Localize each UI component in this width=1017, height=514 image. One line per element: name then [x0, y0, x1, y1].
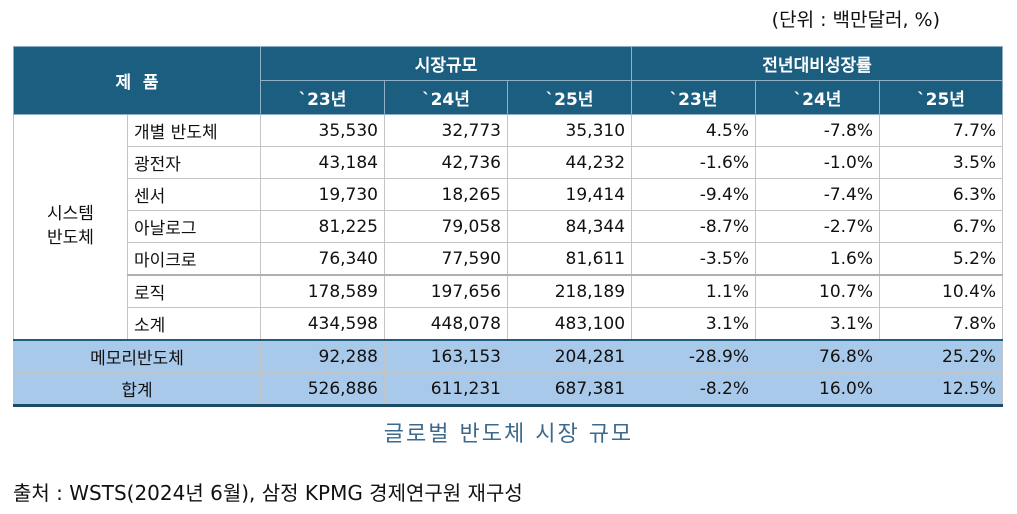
market-size-cell: 19,730	[260, 178, 385, 211]
growth-cell: 3.1%	[755, 307, 881, 341]
market-size-cell: 42,736	[384, 146, 508, 179]
market-size-cell: 163,153	[384, 339, 508, 373]
product-name: 로직	[127, 274, 261, 308]
header-market-size: 시장규모	[259, 46, 633, 81]
table-row: 시스템 반도체 개별 반도체 35,530 32,773 35,310 4.5% -7.8%…	[13, 114, 1004, 341]
table-row: 소계 434,598 448,078 483,100 3.1% 3.1% 7.8%	[14, 307, 1004, 341]
table-row: 센서 19,730 18,265 19,414 -9.4% -7.4% 6.3%	[14, 178, 1004, 211]
header-year: `23년	[631, 80, 757, 115]
growth-cell: 16.0%	[755, 372, 881, 407]
market-size-cell: 84,344	[506, 210, 633, 243]
growth-cell: 1.1%	[631, 274, 757, 308]
market-size-cell: 35,310	[506, 114, 633, 147]
product-name: 합계	[13, 372, 261, 407]
group-label: 시스템 반도체	[13, 114, 128, 341]
growth-cell: 10.7%	[755, 274, 881, 308]
growth-cell: -2.7%	[755, 210, 881, 243]
semiconductor-market-table: 제 품 시장규모 전년대비성장률 `23년 `24년 `25년 `23년 `24년 `25…	[13, 46, 1004, 407]
growth-cell: 12.5%	[879, 372, 1004, 407]
market-size-cell: 43,184	[260, 146, 385, 179]
growth-cell: 7.7%	[879, 114, 1004, 147]
table-row: 아날로그 81,225 79,058 84,344 -8.7% -2.7% 6.7%	[14, 210, 1004, 243]
market-size-cell: 79,058	[384, 210, 508, 243]
growth-cell: 3.1%	[631, 307, 757, 341]
market-size-cell: 483,100	[506, 307, 633, 341]
market-size-cell: 19,414	[506, 178, 633, 211]
market-size-cell: 218,189	[506, 274, 633, 308]
header-growth: 전년대비성장률	[631, 46, 1004, 81]
header-year: `24년	[755, 80, 881, 115]
growth-cell: -8.7%	[631, 210, 757, 243]
growth-cell: 4.5%	[631, 114, 757, 147]
table-row-total: 합계 526,886 611,231 687,381 -8.2% 16.0% 12.5%	[13, 372, 1004, 407]
market-size-cell: 44,232	[506, 146, 633, 179]
market-size-cell: 81,225	[260, 210, 385, 243]
source-note: 출처 : WSTS(2024년 6월), 삼정 KPMG 경제연구원 재구성	[13, 481, 523, 505]
market-size-cell: 76,340	[260, 242, 385, 276]
header-year: `25년	[879, 80, 1004, 115]
table-row-memory: 메모리반도체 92,288 163,153 204,281 -28.9% 76.8% 25.…	[13, 339, 1004, 373]
market-size-cell: 687,381	[506, 372, 633, 407]
growth-cell: 6.7%	[879, 210, 1004, 243]
growth-cell: 25.2%	[879, 339, 1004, 373]
growth-cell: 5.2%	[879, 242, 1004, 276]
unit-label: (단위 : 백만달러, %)	[771, 9, 940, 31]
growth-cell: 7.8%	[879, 307, 1004, 341]
growth-cell: -8.2%	[631, 372, 757, 407]
header-product: 제 품	[13, 46, 261, 115]
header-year: `25년	[506, 80, 633, 115]
growth-cell: -7.4%	[755, 178, 881, 211]
product-name: 소계	[127, 307, 261, 341]
market-size-cell: 35,530	[260, 114, 385, 147]
market-size-cell: 81,611	[506, 242, 633, 276]
table-row: 마이크로 76,340 77,590 81,611 -3.5% 1.6% 5.2%	[14, 242, 1004, 276]
growth-cell: -1.0%	[755, 146, 881, 179]
growth-cell: -9.4%	[631, 178, 757, 211]
header-year: `24년	[384, 80, 508, 115]
header-year: `23년	[260, 80, 385, 115]
market-size-cell: 92,288	[260, 339, 385, 373]
market-size-cell: 77,590	[384, 242, 508, 276]
market-size-cell: 178,589	[260, 274, 385, 308]
product-name: 아날로그	[127, 210, 261, 243]
table-caption: 글로벌 반도체 시장 규모	[383, 422, 634, 447]
product-name: 센서	[127, 178, 261, 211]
market-size-cell: 434,598	[260, 307, 385, 341]
market-size-cell: 204,281	[506, 339, 633, 373]
growth-cell: -28.9%	[631, 339, 757, 373]
market-size-cell: 197,656	[384, 274, 508, 308]
growth-cell: -7.8%	[755, 114, 881, 147]
market-size-cell: 526,886	[260, 372, 385, 407]
growth-cell: -1.6%	[631, 146, 757, 179]
growth-cell: 10.4%	[879, 274, 1004, 308]
product-name: 광전자	[127, 146, 261, 179]
table-row: 광전자 43,184 42,736 44,232 -1.6% -1.0% 3.5%	[14, 146, 1004, 179]
growth-cell: -3.5%	[631, 242, 757, 276]
market-size-cell: 18,265	[384, 178, 508, 211]
table-row: 로직 178,589 197,656 218,189 1.1% 10.7% 10.4%	[14, 274, 1004, 308]
growth-cell: 1.6%	[755, 242, 881, 276]
growth-cell: 3.5%	[879, 146, 1004, 179]
product-name: 개별 반도체	[127, 114, 261, 147]
market-size-cell: 448,078	[384, 307, 508, 341]
product-name: 마이크로	[127, 242, 261, 276]
growth-cell: 76.8%	[755, 339, 881, 373]
market-size-cell: 32,773	[384, 114, 508, 147]
product-name: 메모리반도체	[13, 339, 261, 373]
growth-cell: 6.3%	[879, 178, 1004, 211]
market-size-cell: 611,231	[384, 372, 508, 407]
